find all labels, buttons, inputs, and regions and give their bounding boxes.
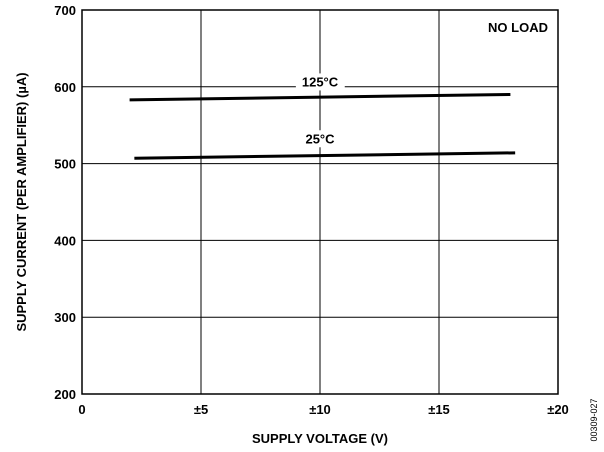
x-tick-labels: 0 ±5 ±10 ±15 ±20 xyxy=(78,402,568,417)
x-tick-label: ±5 xyxy=(194,402,208,417)
x-tick-label: ±10 xyxy=(309,402,331,417)
series-line-1 xyxy=(134,151,516,160)
y-tick-label: 600 xyxy=(54,80,76,95)
y-tick-label: 400 xyxy=(54,233,76,248)
y-tick-label: 300 xyxy=(54,310,76,325)
series-label-1: 25°C xyxy=(305,131,335,146)
x-axis-title: SUPPLY VOLTAGE (V) xyxy=(252,431,388,446)
y-axis-title: SUPPLY CURRENT (PER AMPLIFIER) (µA) xyxy=(14,72,29,331)
y-tick-label: 500 xyxy=(54,157,76,172)
y-tick-label: 700 xyxy=(54,3,76,18)
grid xyxy=(82,10,558,394)
figure-code: 00309-027 xyxy=(589,398,599,441)
annotation-no-load: NO LOAD xyxy=(488,20,548,35)
x-tick-label: ±20 xyxy=(547,402,569,417)
series-labels: 125°C 25°C xyxy=(295,73,345,148)
series-label-0: 125°C xyxy=(302,74,339,89)
series-label-bg-1 xyxy=(299,130,342,148)
x-tick-label: 0 xyxy=(78,402,85,417)
series-label-bg-0 xyxy=(295,73,345,91)
x-tick-label: ±15 xyxy=(428,402,450,417)
series-lines xyxy=(129,92,516,160)
series-line-0 xyxy=(129,92,511,102)
y-tick-label: 200 xyxy=(54,387,76,402)
y-tick-labels: 200 300 400 500 600 700 xyxy=(54,3,76,402)
plot-frame xyxy=(81,9,559,395)
